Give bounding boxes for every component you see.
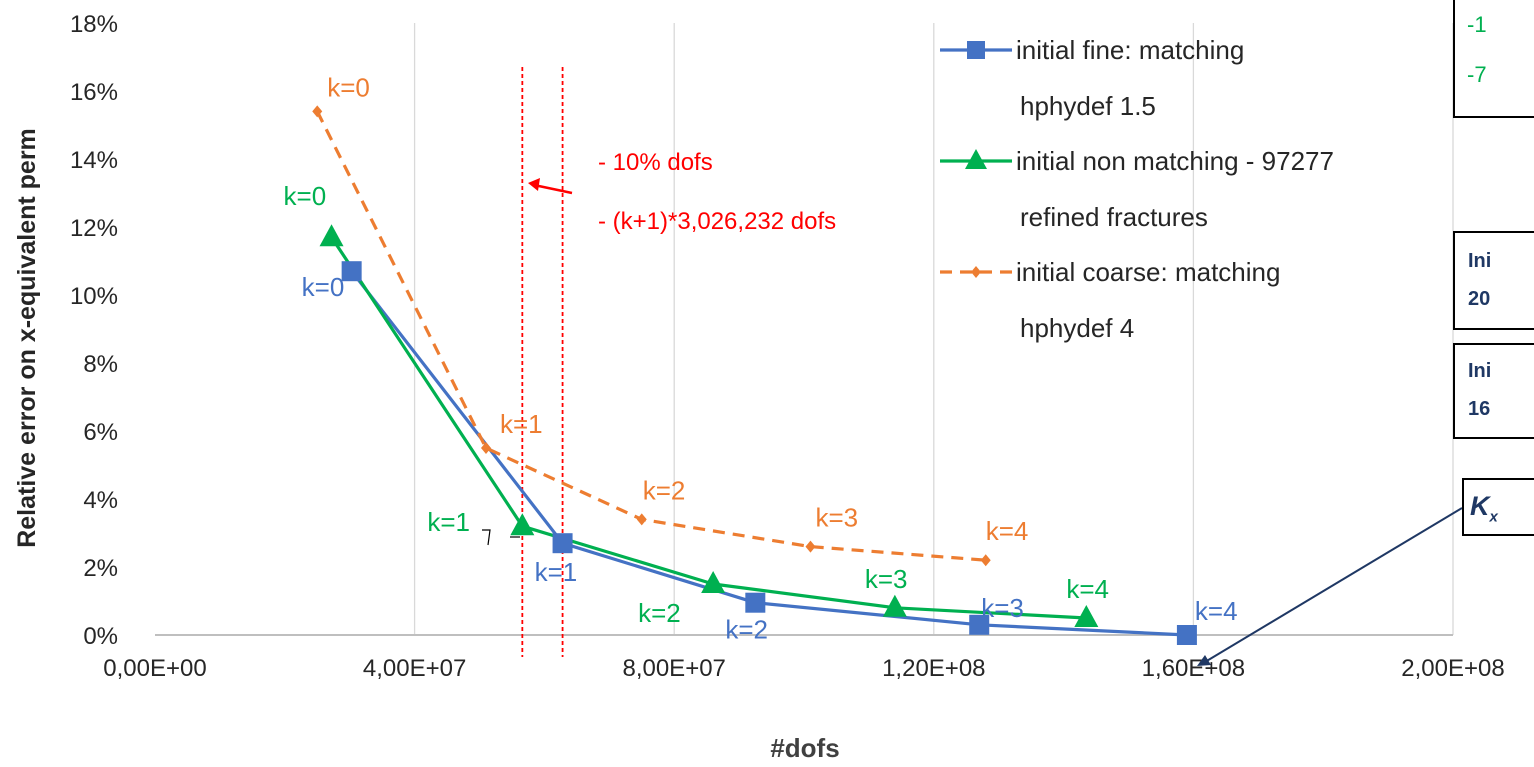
kx-subscript: x bbox=[1489, 508, 1498, 526]
side-box-3-line-2: 16 bbox=[1468, 398, 1491, 420]
point-label: k=1 bbox=[500, 409, 543, 439]
marker-diamond bbox=[636, 513, 647, 526]
y-tick-label: 4% bbox=[83, 487, 118, 514]
point-label: k=0 bbox=[302, 272, 345, 302]
x-tick-labels: 0,00E+00 4,00E+07 8,00E+07 1,20E+08 1,60E+08… bbox=[103, 655, 1504, 682]
point-label: k=4 bbox=[986, 516, 1029, 546]
point-label: k=2 bbox=[725, 615, 768, 645]
legend-label: initial non matching - 97277 bbox=[1016, 146, 1334, 176]
point-label: k=0 bbox=[327, 72, 370, 102]
y-tick-label: 6% bbox=[83, 419, 118, 446]
y-tick-label: 2% bbox=[83, 555, 118, 582]
ref-label-10pct: - 10% dofs bbox=[598, 149, 713, 176]
point-label: k=0 bbox=[284, 181, 327, 211]
y-tick-label: 16% bbox=[70, 79, 118, 106]
marker-triangle bbox=[882, 594, 907, 617]
marker-square bbox=[969, 614, 990, 635]
y-axis-title: Relative error on x-equivalent perm bbox=[13, 128, 41, 548]
marker-square bbox=[745, 592, 766, 613]
kx-arrow-line bbox=[1204, 507, 1463, 663]
side-box-3-line-1: Ini bbox=[1468, 360, 1492, 382]
side-box-2-line-1: Ini bbox=[1468, 250, 1492, 272]
x-tick-label: 1,60E+08 bbox=[1142, 655, 1245, 682]
point-labels: k=0 k=1 k=2 k=3 k=4 k=0 k=1 k=2 k=3 k=4 k=0 k=1 k=2 k… bbox=[284, 72, 1238, 644]
legend-label: refined fractures bbox=[1020, 202, 1208, 232]
kx-symbol: K bbox=[1470, 491, 1490, 521]
marker-diamond bbox=[312, 105, 323, 118]
x-tick-label: 4,00E+07 bbox=[363, 655, 466, 682]
point-label: k=3 bbox=[865, 564, 908, 594]
point-label: k=2 bbox=[643, 475, 686, 505]
legend-marker-square bbox=[967, 41, 985, 59]
side-box-1-line-1: -1 bbox=[1467, 12, 1487, 37]
side-box-1-line-2: -7 bbox=[1467, 62, 1487, 87]
point-label: k=2 bbox=[638, 598, 681, 628]
legend-label: hphydef 1.5 bbox=[1020, 91, 1156, 121]
marker-triangle bbox=[701, 571, 726, 593]
ref-label-kplus1: - (k+1)*3,026,232 dofs bbox=[598, 208, 836, 235]
label-leader-orange-k1 bbox=[482, 529, 491, 546]
y-tick-label: 0% bbox=[83, 623, 118, 650]
y-tick-label: 10% bbox=[70, 283, 118, 310]
marker-triangle bbox=[510, 513, 535, 536]
point-label: k=4 bbox=[1066, 574, 1109, 604]
marker-diamond bbox=[480, 442, 491, 454]
marker-square bbox=[552, 533, 573, 554]
x-tick-label: 1,20E+08 bbox=[882, 655, 985, 682]
point-label: k=3 bbox=[981, 593, 1024, 623]
marker-diamond bbox=[980, 554, 991, 567]
side-box-3: Ini 16 bbox=[1453, 343, 1534, 439]
x-tick-label: 2,00E+08 bbox=[1401, 655, 1504, 682]
legend-label: hphydef 4 bbox=[1020, 313, 1134, 343]
marker-square bbox=[341, 261, 362, 282]
side-box-4-symbol: Kx bbox=[1470, 491, 1498, 525]
point-label: k=1 bbox=[535, 557, 578, 587]
x-tick-label: 0,00E+00 bbox=[103, 655, 206, 682]
marker-square bbox=[1176, 625, 1197, 645]
y-tick-label: 14% bbox=[70, 147, 118, 174]
y-tick-label: 8% bbox=[83, 351, 118, 378]
side-box-1: -1 -7 bbox=[1453, 0, 1534, 118]
marker-diamond bbox=[805, 540, 816, 553]
legend-marker-diamond bbox=[971, 266, 981, 278]
y-tick-labels: 0% 2% 4% 6% 8% 10% 12% 14% 16% 18% bbox=[70, 11, 118, 650]
kx-arrow-head bbox=[1197, 655, 1211, 666]
point-label: k=1 bbox=[427, 507, 470, 537]
ref-arrow bbox=[528, 178, 573, 195]
side-box-2: Ini 20 bbox=[1453, 231, 1534, 330]
legend-label: initial fine: matching bbox=[1016, 35, 1244, 65]
legend-label: initial coarse: matching bbox=[1016, 257, 1280, 287]
series-markers bbox=[312, 105, 1197, 645]
marker-triangle bbox=[1074, 605, 1099, 627]
legend-marker-triangle bbox=[965, 149, 987, 169]
side-box-4: Kx bbox=[1462, 478, 1534, 536]
point-label: k=3 bbox=[815, 503, 858, 533]
marker-triangle bbox=[319, 224, 344, 247]
legend: initial fine: matching hphydef 1.5 initial… bbox=[940, 35, 1334, 343]
reference-lines bbox=[521, 67, 564, 657]
side-box-2-line-2: 20 bbox=[1468, 288, 1491, 310]
x-axis-title: #dofs bbox=[770, 733, 839, 763]
point-label: k=4 bbox=[1195, 596, 1238, 626]
x-tick-label: 8,00E+07 bbox=[622, 655, 725, 682]
y-tick-label: 18% bbox=[70, 11, 118, 38]
y-tick-label: 12% bbox=[70, 215, 118, 242]
